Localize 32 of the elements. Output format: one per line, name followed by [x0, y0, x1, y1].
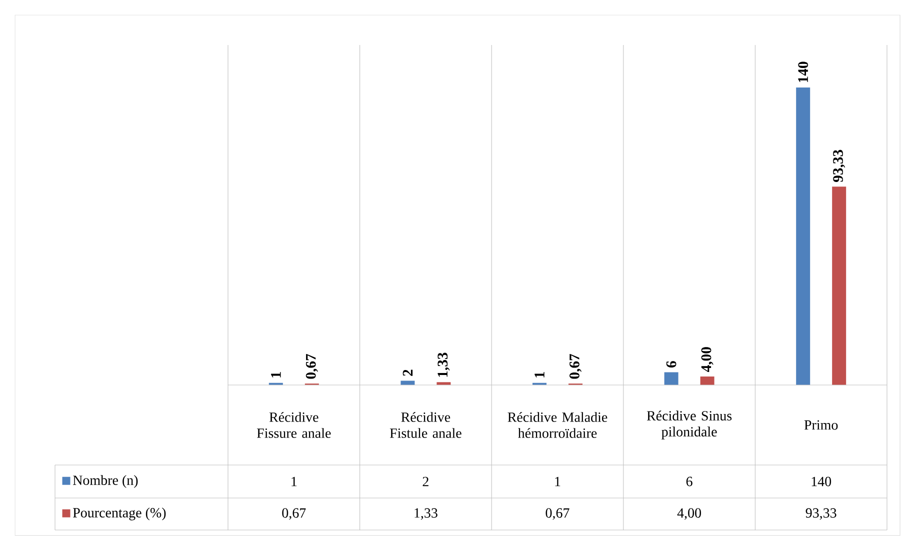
- x-tick-label: Récidive Fissure anale: [256, 412, 331, 438]
- legend-label: Pourcentage (%): [73, 508, 166, 520]
- bar: [664, 372, 678, 385]
- text: 1: [271, 372, 281, 378]
- text: 1,33: [438, 352, 450, 377]
- legend-label: Nombre (n): [73, 475, 138, 488]
- text: 2: [402, 370, 413, 376]
- bar: [832, 186, 846, 385]
- data-label: 93,33: [806, 508, 836, 520]
- data-label: 1: [555, 476, 560, 486]
- text: 140: [798, 62, 808, 82]
- data-label: 0,67: [546, 508, 570, 520]
- text: 0,67: [569, 354, 582, 379]
- data-label: 6: [686, 476, 692, 486]
- text: 93,33: [833, 150, 846, 182]
- x-tick-label: Récidive Fistule anale: [390, 412, 462, 438]
- data-label: 140: [812, 476, 832, 486]
- data-label: 4,00: [677, 508, 702, 520]
- text: 6: [666, 361, 676, 368]
- text: 4,00: [701, 347, 714, 372]
- data-label: 1,33: [414, 508, 438, 520]
- x-tick-label: Récidive Maladie hémorroïdaire: [508, 412, 608, 438]
- data-label: 1: [292, 476, 297, 486]
- bar: [700, 376, 714, 385]
- bar: [796, 87, 810, 385]
- data-label: 2: [422, 476, 428, 486]
- x-tick-label: Récidive Sinus pilonidale: [646, 410, 732, 440]
- text: 0,67: [306, 354, 318, 379]
- data-label: 0,67: [282, 508, 306, 520]
- text: 1: [534, 372, 544, 378]
- x-tick-label: Primo: [804, 420, 838, 430]
- bar: [400, 380, 415, 385]
